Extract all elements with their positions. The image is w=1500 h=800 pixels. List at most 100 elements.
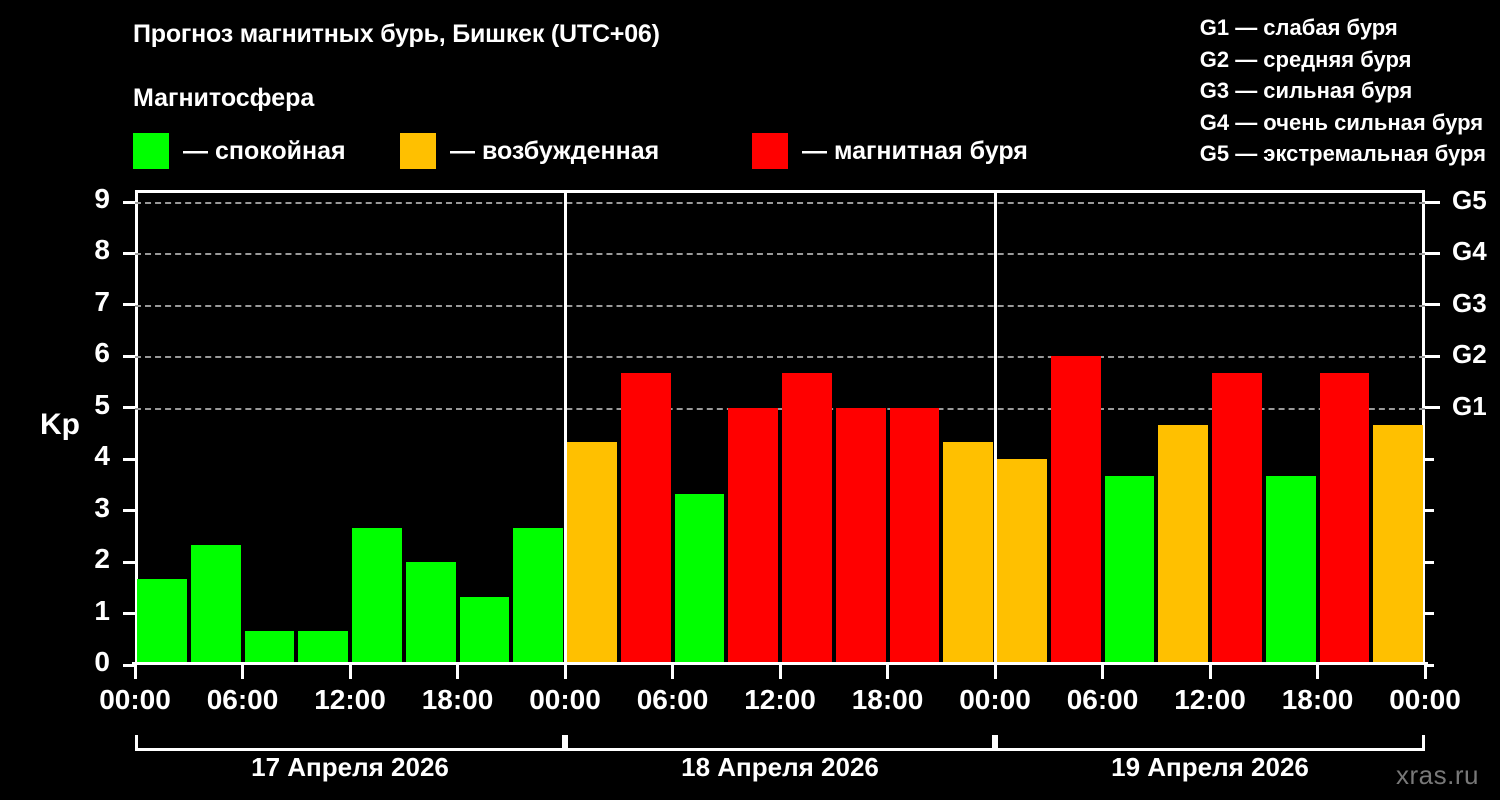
y-tick-label-2: 2 bbox=[94, 543, 110, 575]
x-tick-label: 00:00 bbox=[959, 684, 1031, 715]
gscale-legend: G1 — слабая буря G2 — средняя буря G3 — си… bbox=[1200, 12, 1486, 170]
bars-layer bbox=[135, 190, 1425, 665]
legend-label-unsettled: — возбужденная bbox=[450, 136, 660, 165]
bar-kp bbox=[1212, 373, 1262, 665]
y-tick-mark-7 bbox=[123, 303, 135, 307]
x-tick-label: 18:00 bbox=[851, 684, 924, 715]
bar-kp bbox=[298, 630, 348, 665]
chart-plot-area bbox=[132, 190, 1428, 665]
legend-swatch-unsettled bbox=[400, 133, 436, 169]
x-tick-label: 18:00 bbox=[1281, 684, 1354, 715]
bar-kp bbox=[405, 562, 456, 665]
g-tick-label-g3: G3 bbox=[1452, 287, 1487, 318]
gscale-row-g2: G2 — средняя буря bbox=[1199, 46, 1412, 72]
y-tick-mark-5 bbox=[123, 406, 135, 410]
y-tick-label-4: 4 bbox=[94, 440, 110, 472]
bar-kp bbox=[1373, 424, 1423, 665]
legend-label-storm: — магнитная буря bbox=[802, 136, 1028, 165]
bar-kp bbox=[244, 630, 295, 665]
bar-kp bbox=[1265, 476, 1316, 665]
y-tick-label-3: 3 bbox=[94, 491, 110, 523]
bar-kp bbox=[620, 373, 671, 665]
x-tick-label: 00:00 bbox=[529, 684, 601, 715]
page-title: Прогноз магнитных бурь, Бишкек (UTC+06) bbox=[133, 20, 660, 48]
g-tick-label-g2: G2 bbox=[1452, 339, 1487, 370]
y-tick-label-8: 8 bbox=[94, 234, 110, 266]
x-tick-mark bbox=[993, 665, 997, 679]
g-tick-mark-g4 bbox=[1425, 251, 1440, 255]
y-tick-mark-2 bbox=[123, 560, 135, 564]
magnetosphere-heading: Магнитосфера bbox=[133, 84, 315, 112]
x-tick-label: 06:00 bbox=[1066, 684, 1139, 715]
x-tick-mark bbox=[778, 665, 782, 679]
x-tick-label: 18:00 bbox=[421, 684, 494, 715]
y-tick-label-7: 7 bbox=[94, 285, 110, 317]
right-minor-tick-3 bbox=[1425, 509, 1434, 513]
right-minor-tick-4 bbox=[1425, 457, 1434, 461]
y-tick-mark-3 bbox=[123, 509, 135, 513]
g-tick-mark-g1 bbox=[1425, 406, 1440, 410]
date-label-3: 19 Апреля 2026 bbox=[1111, 752, 1309, 782]
right-minor-tick-1 bbox=[1425, 612, 1434, 616]
gscale-row-g3: G3 — сильная буря bbox=[1199, 78, 1413, 103]
bar-kp bbox=[943, 442, 993, 665]
plot-frame bbox=[135, 190, 1425, 665]
y-tick-mark-1 bbox=[123, 612, 135, 616]
gridline-kp-8 bbox=[135, 253, 1425, 256]
bar-kp bbox=[997, 459, 1047, 665]
y-tick-mark-0 bbox=[123, 663, 135, 667]
date-label-1: 17 Апреля 2026 bbox=[251, 752, 449, 782]
bar-kp bbox=[1104, 476, 1155, 665]
x-tick-label: 06:00 bbox=[206, 684, 279, 715]
gridline-kp-6 bbox=[135, 356, 1425, 359]
y-tick-mark-9 bbox=[123, 200, 135, 204]
date-bracket-1 bbox=[135, 735, 565, 751]
x-tick-mark bbox=[1101, 665, 1104, 679]
day-divider-1 bbox=[563, 190, 567, 665]
right-minor-tick-0 bbox=[1425, 663, 1434, 667]
x-tick-mark bbox=[671, 665, 674, 679]
y-tick-mark-4 bbox=[123, 457, 135, 461]
bar-kp bbox=[1050, 356, 1101, 665]
x-tick-mark bbox=[1316, 665, 1319, 679]
bar-kp bbox=[1319, 373, 1370, 665]
x-tick-mark bbox=[1423, 665, 1427, 679]
y-tick-label-0: 0 bbox=[94, 646, 110, 677]
bar-kp bbox=[567, 442, 617, 665]
bar-kp bbox=[835, 407, 886, 665]
x-tick-mark bbox=[133, 665, 137, 679]
bar-kp bbox=[674, 493, 725, 665]
g-tick-label-g1: G1 bbox=[1452, 390, 1487, 421]
bar-kp bbox=[513, 527, 563, 665]
y-tick-mark-8 bbox=[123, 251, 135, 255]
x-tick-label: 12:00 bbox=[744, 684, 816, 715]
legend-entry-calm: — спокойная bbox=[133, 131, 346, 171]
bar-kp bbox=[137, 579, 187, 665]
g-tick-mark-g2 bbox=[1425, 354, 1440, 358]
bar-kp bbox=[889, 407, 940, 665]
gscale-row-g1: G1 — слабая буря bbox=[1199, 15, 1398, 40]
legend-label-calm: — спокойная bbox=[183, 136, 346, 165]
g-tick-label-g5: G5 bbox=[1452, 185, 1487, 215]
y-axis-label: Kp bbox=[40, 408, 80, 441]
day-divider-2 bbox=[993, 190, 997, 665]
x-tick-mark bbox=[241, 665, 244, 679]
g-tick-mark-g5 bbox=[1425, 200, 1440, 204]
right-minor-tick-2 bbox=[1425, 560, 1434, 564]
g-tick-mark-g3 bbox=[1425, 303, 1440, 307]
gscale-row-g4: G4 — очень сильная буря bbox=[1199, 109, 1484, 135]
axis-baseline bbox=[132, 662, 1428, 665]
x-tick-label: 06:00 bbox=[636, 684, 709, 715]
legend-entry-storm: — магнитная буря bbox=[752, 131, 1028, 171]
x-tick-mark bbox=[886, 665, 889, 679]
y-tick-label-1: 1 bbox=[94, 594, 110, 626]
gridline-kp-7 bbox=[135, 304, 1425, 307]
x-tick-label: 00:00 bbox=[1389, 684, 1461, 715]
bar-kp bbox=[728, 407, 778, 665]
bar-kp bbox=[459, 596, 510, 665]
y-tick-label-6: 6 bbox=[94, 337, 110, 369]
date-bracket-3 bbox=[995, 735, 1425, 751]
legend-entry-unsettled: — возбужденная bbox=[400, 131, 659, 171]
legend-swatch-storm bbox=[752, 133, 788, 169]
bar-kp bbox=[352, 527, 402, 665]
